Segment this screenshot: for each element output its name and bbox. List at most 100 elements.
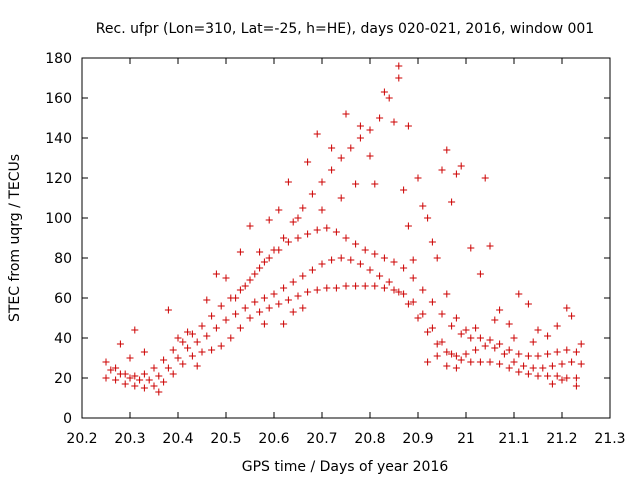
data-point-marker — [457, 162, 465, 170]
data-point-marker — [558, 360, 566, 368]
data-point-marker — [380, 88, 388, 96]
x-tick-label: 20.4 — [162, 431, 193, 447]
data-point-marker — [572, 374, 580, 382]
data-point-marker — [232, 310, 240, 318]
data-point-marker — [380, 254, 388, 262]
data-point-marker — [313, 130, 321, 138]
data-point-marker — [150, 382, 158, 390]
data-point-marker — [304, 288, 312, 296]
data-point-marker — [232, 294, 240, 302]
data-point-marker — [505, 320, 513, 328]
data-point-marker — [174, 354, 182, 362]
data-point-marker — [400, 290, 408, 298]
data-point-marker — [496, 360, 504, 368]
data-point-marker — [520, 362, 528, 370]
data-point-marker — [246, 222, 254, 230]
data-point-marker — [366, 266, 374, 274]
y-tick-label: 160 — [45, 91, 72, 107]
data-point-marker — [212, 324, 220, 332]
data-point-marker — [246, 314, 254, 322]
data-point-marker — [361, 246, 369, 254]
data-point-marker — [510, 334, 518, 342]
data-point-marker — [481, 342, 489, 350]
data-point-marker — [328, 256, 336, 264]
data-point-marker — [131, 382, 139, 390]
data-point-marker — [299, 304, 307, 312]
data-point-marker — [577, 340, 585, 348]
data-point-marker — [496, 340, 504, 348]
data-point-marker — [260, 320, 268, 328]
data-point-marker — [241, 282, 249, 290]
data-point-marker — [400, 264, 408, 272]
data-point-marker — [328, 144, 336, 152]
data-point-marker — [140, 370, 148, 378]
data-point-marker — [452, 314, 460, 322]
x-tick-label: 21.1 — [498, 431, 529, 447]
data-point-marker — [361, 282, 369, 290]
data-point-marker — [467, 244, 475, 252]
y-tick-label: 40 — [54, 331, 72, 347]
data-point-marker — [553, 348, 561, 356]
data-point-marker — [457, 330, 465, 338]
data-point-marker — [332, 228, 340, 236]
data-point-marker — [395, 62, 403, 70]
y-tick-label: 120 — [45, 171, 72, 187]
data-point-marker — [318, 260, 326, 268]
x-axis-label: GPS time / Days of year 2016 — [242, 459, 449, 475]
data-point-marker — [577, 360, 585, 368]
data-point-marker — [131, 326, 139, 334]
data-point-marker — [294, 214, 302, 222]
data-point-marker — [486, 242, 494, 250]
y-tick-label: 100 — [45, 211, 72, 227]
plot-frame — [81, 57, 611, 419]
data-point-marker — [376, 272, 384, 280]
data-point-marker — [524, 370, 532, 378]
chart-title: Rec. ufpr (Lon=310, Lat=-25, h=HE), days… — [96, 21, 594, 37]
data-point-marker — [164, 306, 172, 314]
data-point-marker — [544, 332, 552, 340]
data-point-marker — [236, 248, 244, 256]
data-point-marker — [419, 202, 427, 210]
data-point-marker — [193, 338, 201, 346]
data-point-marker — [102, 358, 110, 366]
data-point-marker — [390, 258, 398, 266]
data-point-marker — [126, 374, 134, 382]
data-point-marker — [376, 114, 384, 122]
y-tick-label: 20 — [54, 371, 72, 387]
data-point-marker — [404, 122, 412, 130]
data-point-marker — [270, 290, 278, 298]
data-point-marker — [452, 170, 460, 178]
data-point-marker — [193, 362, 201, 370]
y-tick-label: 0 — [63, 411, 72, 427]
data-point-marker — [462, 326, 470, 334]
data-point-marker — [548, 380, 556, 388]
data-point-marker — [558, 376, 566, 384]
data-point-marker — [284, 178, 292, 186]
data-point-marker — [438, 310, 446, 318]
data-point-marker — [472, 324, 480, 332]
data-point-marker — [169, 370, 177, 378]
data-point-marker — [419, 286, 427, 294]
data-point-marker — [409, 274, 417, 282]
data-point-marker — [323, 224, 331, 232]
data-point-marker — [174, 334, 182, 342]
data-point-marker — [395, 74, 403, 82]
data-point-marker — [160, 356, 168, 364]
data-point-marker — [337, 254, 345, 262]
data-point-marker — [433, 340, 441, 348]
data-point-marker — [472, 346, 480, 354]
data-point-marker — [265, 254, 273, 262]
y-tick-label: 140 — [45, 131, 72, 147]
data-point-marker — [448, 350, 456, 358]
y-tick-label: 80 — [54, 251, 72, 267]
data-point-marker — [198, 348, 206, 356]
data-point-marker — [534, 326, 542, 334]
data-point-marker — [481, 174, 489, 182]
data-point-marker — [553, 372, 561, 380]
x-tick-label: 20.5 — [210, 431, 241, 447]
data-point-marker — [371, 180, 379, 188]
data-point-marker — [366, 126, 374, 134]
data-point-marker — [318, 178, 326, 186]
data-point-marker — [424, 328, 432, 336]
data-point-marker — [390, 286, 398, 294]
